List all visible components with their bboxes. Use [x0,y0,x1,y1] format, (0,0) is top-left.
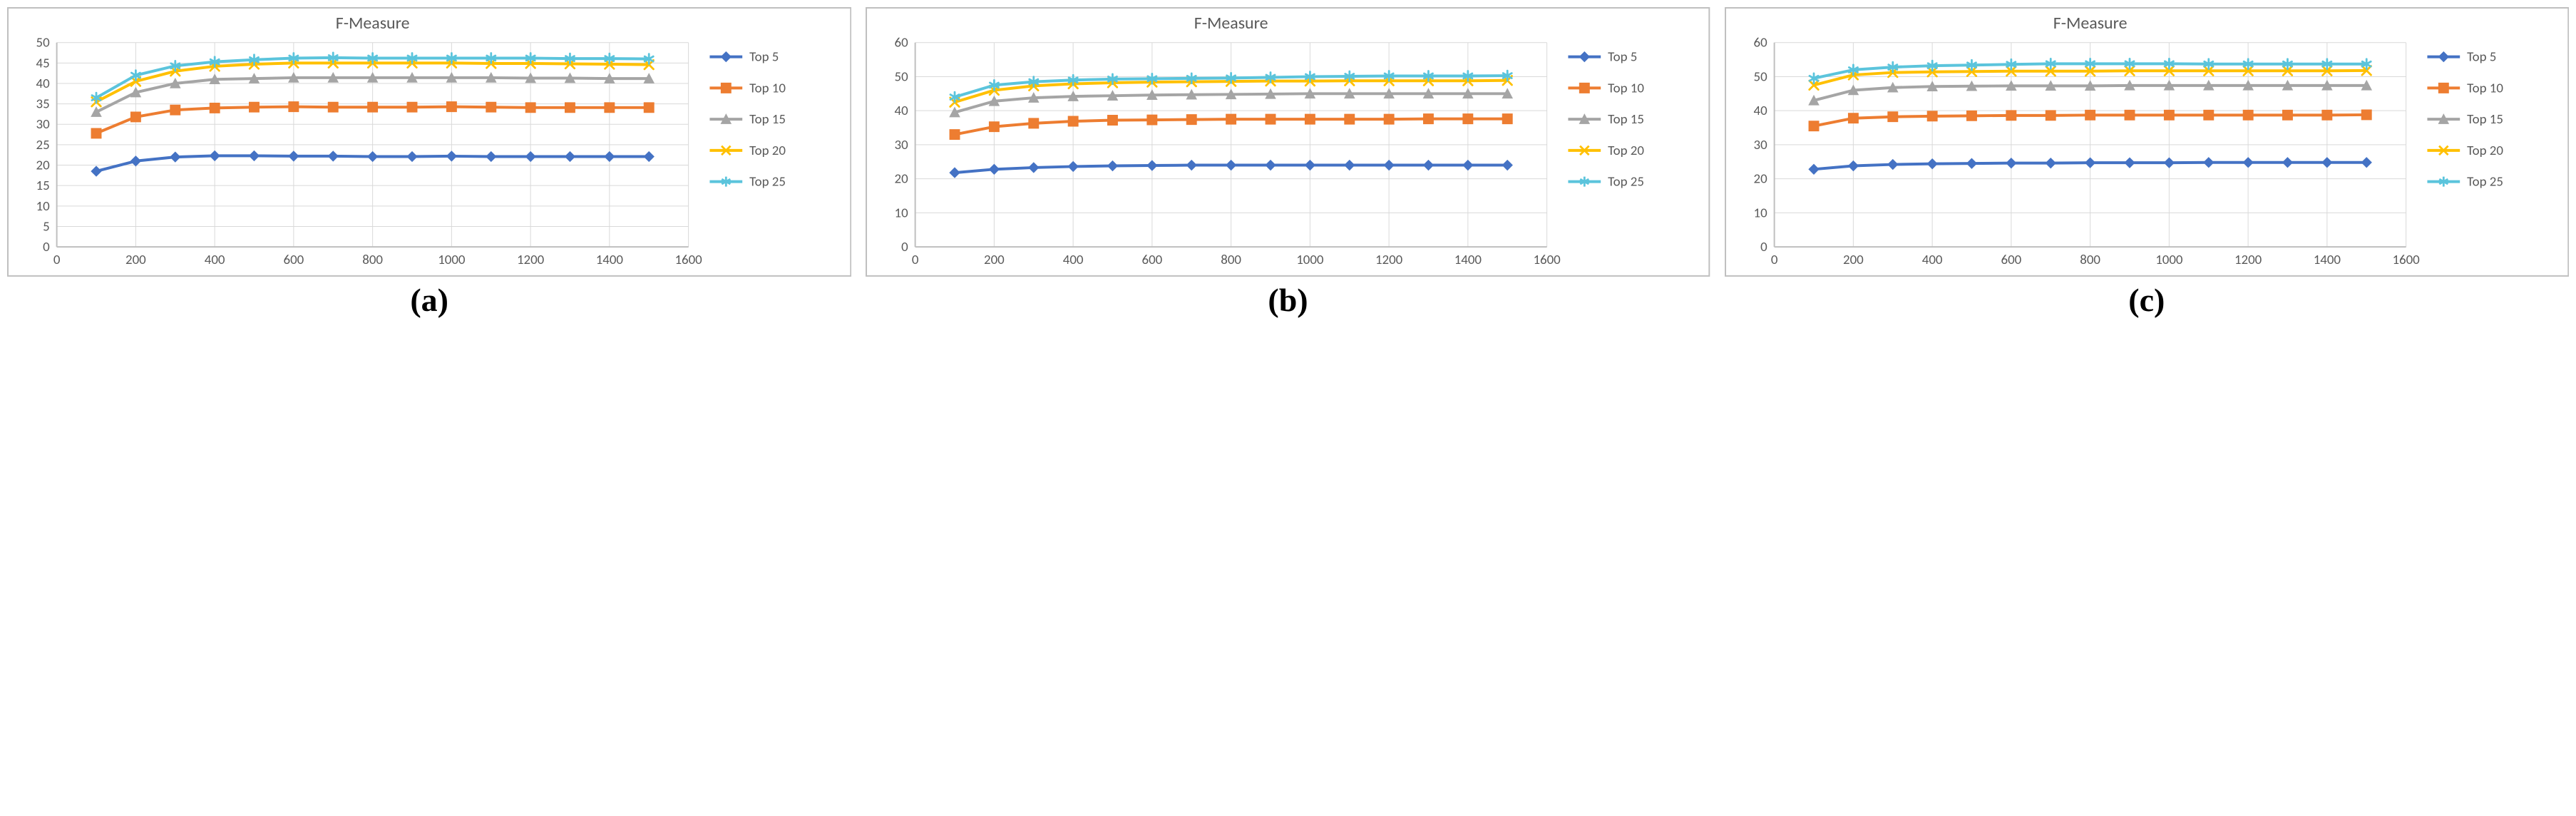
subcaption-c: (c) [2128,281,2165,319]
svg-text:F-Measure: F-Measure [1194,13,1268,34]
svg-text:5: 5 [43,218,50,235]
svg-text:400: 400 [1921,252,1942,268]
svg-text:45: 45 [36,55,50,71]
svg-text:40: 40 [895,103,909,119]
svg-text:1400: 1400 [596,252,624,268]
svg-text:20: 20 [36,158,51,174]
svg-text:60: 60 [895,35,909,51]
svg-text:Top 5: Top 5 [1608,49,1637,66]
svg-text:600: 600 [284,252,304,268]
svg-text:200: 200 [984,252,1005,268]
svg-text:50: 50 [895,68,909,85]
svg-text:1000: 1000 [1297,252,1325,268]
svg-text:1000: 1000 [438,252,466,268]
svg-text:20: 20 [1753,171,1767,188]
svg-text:Top 15: Top 15 [1608,111,1644,128]
panel-a: 0 5 10 15 20 25 30 35 40 45 50 0 200 400 600 800 1000 120… [7,7,851,319]
svg-text:1600: 1600 [2392,252,2420,268]
svg-text:30: 30 [36,116,51,133]
svg-text:800: 800 [1221,252,1242,268]
svg-text:30: 30 [1753,137,1767,153]
svg-text:Top 5: Top 5 [2467,49,2496,66]
svg-text:Top 20: Top 20 [749,143,786,159]
svg-text:10: 10 [36,198,51,215]
chart-c: 0102030405060020040060080010001200140016… [1725,7,2569,277]
panel-c: 0102030405060020040060080010001200140016… [1725,7,2569,319]
svg-text:600: 600 [2001,252,2021,268]
svg-text:25: 25 [36,137,50,153]
svg-text:Top 20: Top 20 [2467,143,2503,159]
svg-text:40: 40 [1753,103,1767,119]
svg-text:10: 10 [1753,205,1767,221]
svg-text:Top 25: Top 25 [1608,174,1644,190]
svg-text:0: 0 [1770,252,1777,268]
svg-text:200: 200 [125,252,146,268]
svg-text:0: 0 [1760,239,1767,255]
svg-text:1200: 1200 [517,252,545,268]
svg-text:0: 0 [43,239,50,255]
svg-text:60: 60 [1753,35,1767,51]
svg-text:1200: 1200 [1375,252,1403,268]
svg-text:1400: 1400 [1454,252,1482,268]
svg-text:Top 15: Top 15 [749,111,786,128]
panel-b: 0102030405060020040060080010001200140016… [866,7,1710,319]
svg-text:F-Measure: F-Measure [2053,13,2127,34]
svg-text:Top 25: Top 25 [749,174,786,190]
svg-text:Top 20: Top 20 [1608,143,1644,159]
svg-text:Top 5: Top 5 [749,49,779,66]
svg-text:200: 200 [1843,252,1864,268]
svg-text:Top 10: Top 10 [2467,80,2503,96]
svg-text:1200: 1200 [2234,252,2262,268]
svg-text:0: 0 [912,252,919,268]
svg-text:1400: 1400 [2313,252,2341,268]
figure-row: 0510152025303540455002004006008001000120… [0,0,2576,319]
chart-b: 0102030405060020040060080010001200140016… [866,7,1710,277]
svg-text:Top 10: Top 10 [749,80,786,96]
svg-text:1600: 1600 [674,252,702,268]
svg-text:400: 400 [205,252,225,268]
chart-a: 0 5 10 15 20 25 30 35 40 45 50 0 200 400 600 800 1000 120… [7,7,851,277]
svg-text:35: 35 [36,96,50,113]
svg-text:20: 20 [895,171,909,188]
svg-text:10: 10 [895,205,909,221]
svg-text:0: 0 [901,239,908,255]
subcaption-a: (a) [410,281,448,319]
svg-text:30: 30 [895,137,909,153]
svg-text:600: 600 [1142,252,1163,268]
svg-text:Top 15: Top 15 [2467,111,2503,128]
subcaption-b: (b) [1268,281,1308,319]
svg-text:50: 50 [1753,68,1767,85]
svg-text:Top 10: Top 10 [1608,80,1644,96]
svg-text:800: 800 [362,252,383,268]
svg-text:1000: 1000 [2155,252,2183,268]
svg-text:15: 15 [36,178,50,194]
svg-text:400: 400 [1063,252,1084,268]
svg-text:F-Measure: F-Measure [336,13,410,34]
svg-text:800: 800 [2080,252,2100,268]
svg-text:1600: 1600 [1534,252,1561,268]
svg-text:Top 25: Top 25 [2467,174,2503,190]
svg-text:50: 50 [36,35,51,51]
svg-text:0: 0 [53,252,61,268]
svg-text:40: 40 [36,76,51,92]
